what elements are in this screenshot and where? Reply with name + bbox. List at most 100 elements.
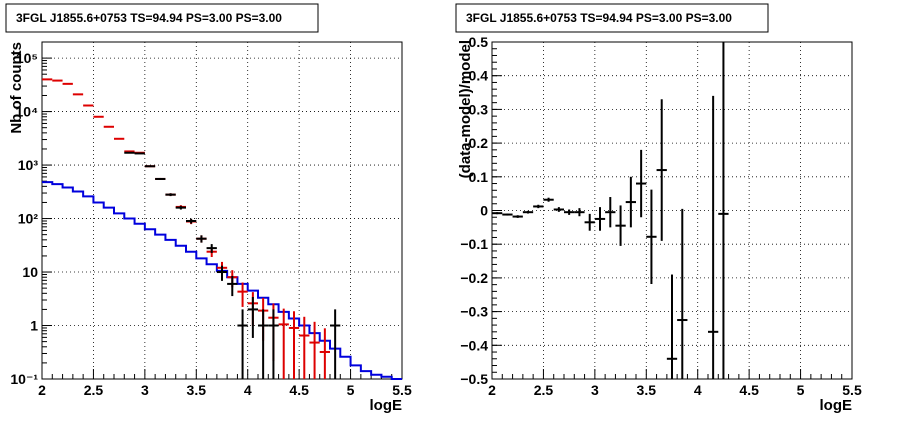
residual-data (492, 42, 729, 379)
counts-title-box (5, 3, 319, 33)
residual-point (543, 197, 554, 202)
residual-y-tick-label: −0.2 (460, 270, 488, 286)
residual-y-tick-label: 0.3 (469, 101, 489, 117)
data-point (155, 177, 166, 180)
model-point (114, 137, 125, 140)
counts-grid (42, 42, 402, 379)
residual-point (564, 209, 575, 215)
model-point (93, 115, 104, 118)
counts-x-tick-label: 3 (141, 382, 149, 398)
residual-x-tick-label: 3 (591, 382, 599, 398)
residual-y-tick-label: 0 (480, 203, 488, 219)
residual-point (625, 176, 636, 228)
residual-point (584, 213, 595, 231)
counts-y-axis-label: Nb of counts (8, 42, 25, 134)
counts-tick-labels: 2 2.5 3 3.5 4 4.5 5 5.5 10⁻¹ 1 10 10² 10³ 10⁴ 10⁵ (10, 50, 412, 398)
counts-y-tick-label: 10³ (18, 157, 39, 173)
model-point (237, 282, 248, 307)
residual-title: 3FGL J1855.6+0753 TS=94.94 PS=3.00 PS=3.… (466, 11, 732, 25)
counts-tick-marks (41, 41, 403, 380)
residual-x-tick-label: 2.5 (534, 382, 554, 398)
residual-y-tick-label: −0.1 (460, 236, 488, 252)
counts-x-axis-label: logE (370, 397, 403, 414)
data-point (330, 309, 341, 379)
residual-tick-marks (491, 41, 853, 380)
residual-x-tick-label: 5 (797, 382, 805, 398)
residual-x-axis-label: logE (820, 397, 853, 414)
data-point (268, 309, 279, 379)
model-point (309, 321, 320, 379)
counts-x-tick-label: 4 (244, 382, 252, 398)
data-point (144, 165, 156, 168)
counts-y-tick-label: 10⁵ (16, 50, 38, 66)
residual-y-tick-label: 0.5 (469, 34, 489, 50)
residual-panel: 2 2.5 3 3.5 4 4.5 5 5.5 −0.5 −0.4 −0.3 −0.2 −0.1 0 0.1… (455, 3, 862, 414)
residual-point (512, 215, 523, 218)
residual-x-tick-label: 4.5 (739, 382, 759, 398)
residual-x-tick-label: 2 (488, 382, 496, 398)
counts-x-tick-label: 4.5 (289, 382, 309, 398)
residual-y-tick-label: −0.4 (460, 337, 488, 353)
residual-point (677, 208, 688, 379)
model-point (103, 125, 114, 128)
residual-y-axis-label: (data-model)/model (457, 40, 474, 178)
counts-x-tick-label: 5.5 (392, 382, 412, 398)
residual-y-tick-label: 0.4 (469, 68, 489, 84)
counts-x-tick-label: 2.5 (84, 382, 104, 398)
residual-point (533, 204, 544, 209)
model-point (319, 328, 330, 379)
data-point (247, 296, 258, 338)
residual-y-tick-label: −0.3 (460, 304, 488, 320)
residual-y-tick-label: −0.5 (460, 371, 488, 387)
counts-x-tick-label: 2 (38, 382, 46, 398)
data-point (175, 205, 186, 210)
counts-title: 3FGL J1855.6+0753 TS=94.94 PS=3.00 PS=3.… (16, 11, 282, 25)
counts-y-tick-label: 10⁻¹ (10, 371, 38, 387)
data-point (258, 309, 269, 379)
residual-point (594, 207, 606, 231)
residual-x-tick-label: 5.5 (842, 382, 862, 398)
residual-title-box (455, 3, 769, 33)
data-point (206, 244, 217, 253)
data-point (124, 151, 135, 154)
counts-y-tick-label: 10⁴ (16, 104, 39, 120)
data-point (165, 193, 176, 197)
data-point (227, 275, 238, 297)
residual-point (522, 210, 534, 214)
counts-plot-frame (41, 41, 403, 380)
residual-point (666, 274, 678, 379)
residual-point (492, 212, 503, 215)
data-point (134, 152, 145, 155)
residual-point (656, 99, 667, 241)
residual-point (553, 207, 564, 212)
residual-point (605, 197, 616, 228)
counts-data (42, 78, 402, 380)
counts-x-tick-label: 5 (347, 382, 355, 398)
counts-y-tick-label: 10 (22, 264, 38, 280)
residual-point (718, 42, 729, 379)
data-point (216, 265, 228, 281)
data-point (237, 309, 248, 379)
residual-point (502, 213, 513, 216)
model-point (278, 308, 289, 379)
data-point (186, 218, 197, 224)
model-point (288, 311, 300, 379)
residual-grid (492, 42, 852, 379)
counts-panel: 2 2.5 3 3.5 4 4.5 5 5.5 10⁻¹ 1 10 10² 10³ 10⁴ 10⁵ 3FGL… (5, 3, 412, 414)
residual-y-tick-label: 0.2 (469, 135, 489, 151)
residual-point (636, 149, 647, 218)
counts-x-tick-label: 3.5 (187, 382, 207, 398)
data-point (196, 235, 207, 243)
residual-point (708, 95, 719, 379)
residual-point (574, 208, 585, 217)
counts-y-tick-label: 1 (30, 318, 38, 334)
model-point (299, 316, 310, 379)
residual-x-tick-label: 4 (694, 382, 702, 398)
residual-tick-labels: 2 2.5 3 3.5 4 4.5 5 5.5 −0.5 −0.4 −0.3 −0.2 −0.1 0 0.1… (460, 34, 862, 398)
residual-y-tick-label: 0.1 (469, 169, 489, 185)
residual-point (646, 189, 657, 284)
residual-x-tick-label: 3.5 (637, 382, 657, 398)
residual-point (615, 205, 626, 246)
counts-y-tick-label: 10² (18, 211, 39, 227)
